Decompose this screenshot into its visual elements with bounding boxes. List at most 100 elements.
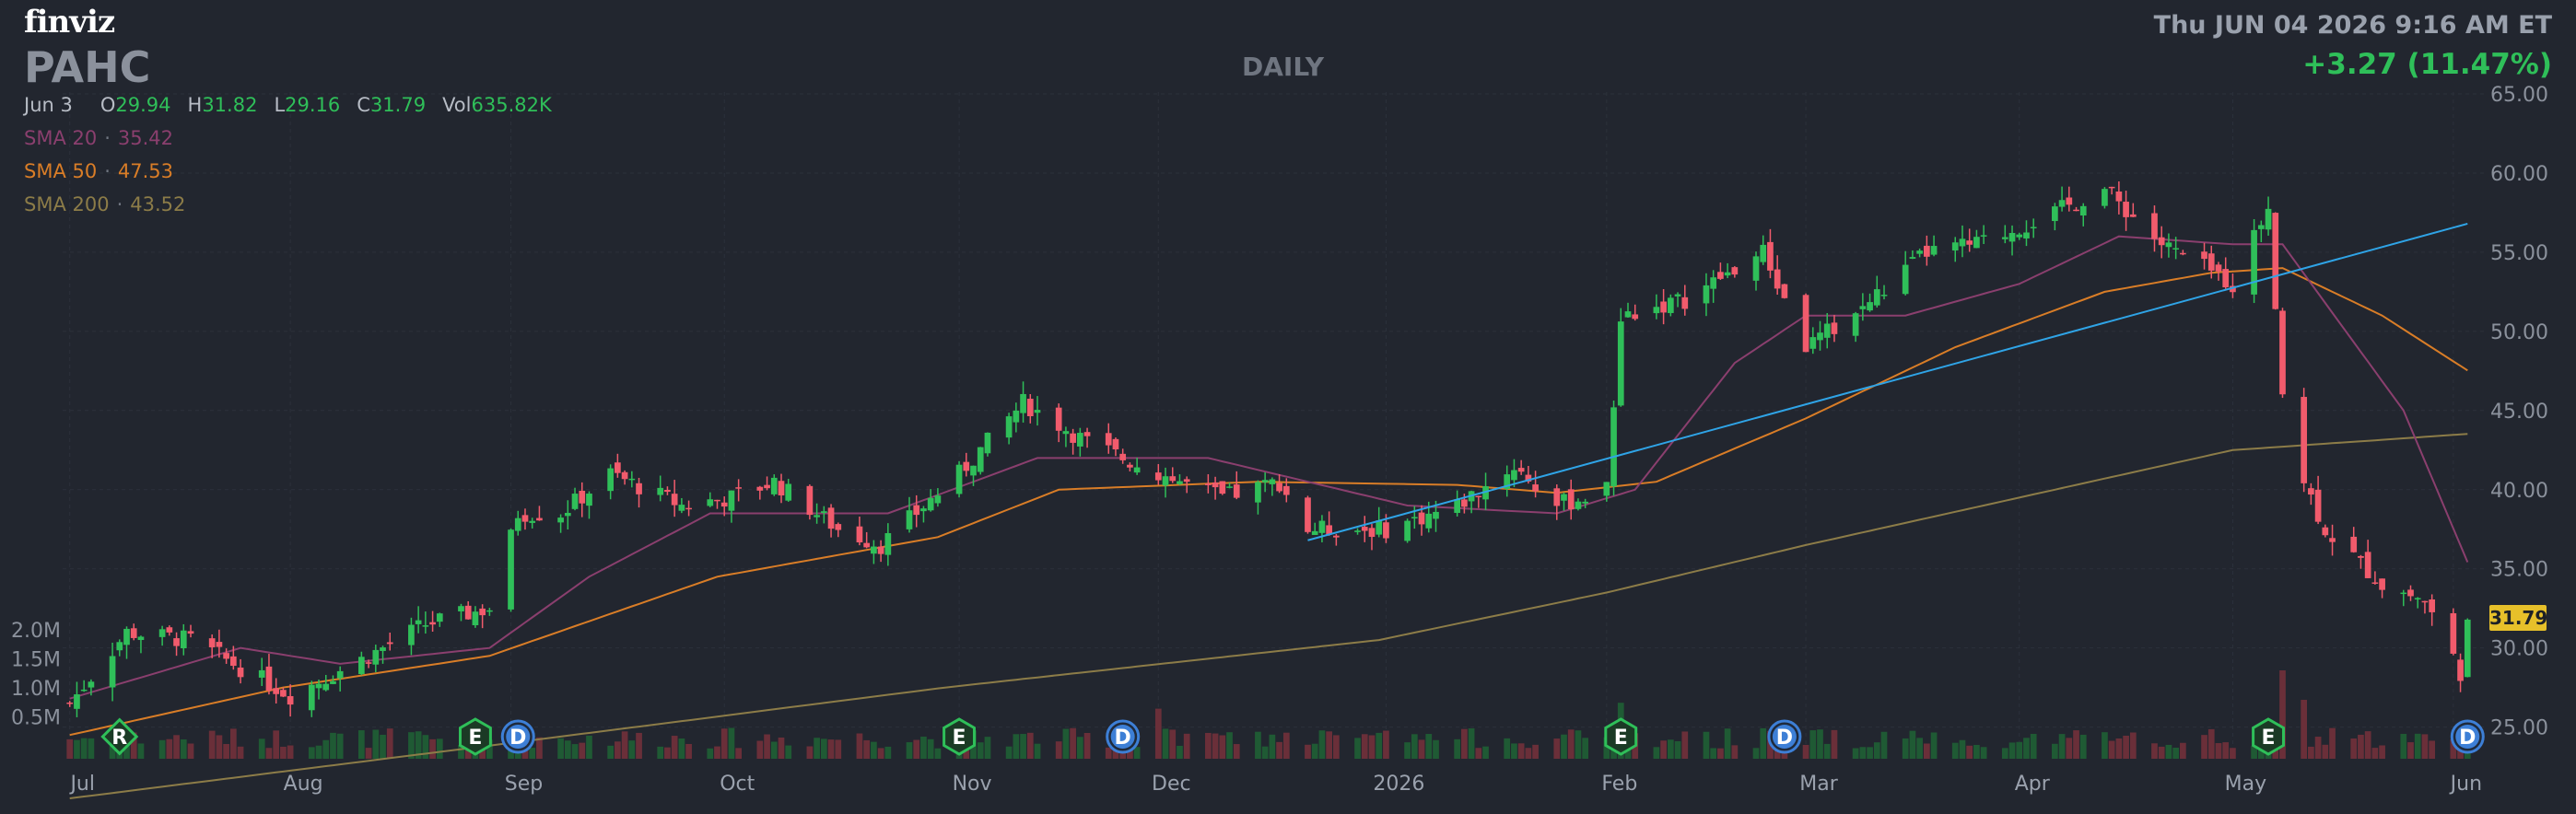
candle-body (315, 683, 322, 689)
volume-bar (764, 734, 770, 759)
volume-bar (2379, 745, 2385, 759)
volume-bar (2129, 732, 2137, 759)
candle-body (372, 649, 380, 665)
volume-bar (835, 739, 842, 759)
volume-bar (806, 746, 814, 759)
volume-bar (74, 739, 80, 759)
volume-tick-label: 1.5M (11, 649, 61, 672)
volume-bar (1752, 748, 1760, 759)
candle-body (1873, 289, 1880, 306)
dividend-marker-fill (2455, 725, 2480, 749)
candle-body (1482, 486, 1489, 500)
volume-bar (187, 743, 194, 759)
timeframe-label: DAILY (1242, 52, 1325, 82)
volume-bar (408, 732, 415, 759)
volume-bar (1951, 742, 1959, 759)
volume-bar (2350, 738, 2358, 759)
sma20-legend[interactable]: SMA 20 · 35.42 (24, 127, 174, 149)
candle-body (1973, 237, 1980, 249)
candle-body (158, 629, 166, 637)
candle-body (1361, 527, 1368, 531)
finviz-logo[interactable]: finviz (24, 4, 115, 41)
candle-body (1326, 525, 1332, 535)
candle-body (2172, 248, 2179, 250)
volume-bar (814, 738, 820, 759)
volume-bar (330, 732, 336, 759)
volume-bar (2400, 733, 2407, 759)
volume-bar (1326, 731, 1332, 759)
date-tick-label: Mar (1799, 773, 1838, 796)
candle-body (380, 647, 386, 651)
volume-bar (827, 739, 835, 759)
volume-bar (1133, 747, 1141, 759)
volume-bar (1026, 732, 1034, 759)
candle-body (1867, 302, 1873, 311)
volume-bar (1055, 741, 1062, 759)
volume-bar (1368, 735, 1376, 759)
volume-bar (785, 745, 792, 759)
volume-bar (529, 748, 536, 759)
candle-body (1219, 481, 1226, 494)
candle-body (856, 526, 863, 543)
candle-body (1261, 480, 1269, 483)
volume-bar (2115, 738, 2123, 759)
volume-bar (1859, 747, 1867, 759)
candle-body (2165, 242, 2172, 248)
candle-body (764, 484, 770, 489)
trendline-segment (1307, 222, 2468, 541)
candle-body (280, 690, 287, 697)
sma200-legend[interactable]: SMA 200 · 43.52 (24, 193, 186, 215)
dividend-marker-fill (1772, 725, 1797, 749)
candle-body (814, 515, 820, 517)
candle-body (1774, 269, 1781, 289)
volume-bar (2421, 734, 2429, 759)
price-tick-label: 45.00 (2490, 401, 2548, 424)
candle-body (123, 628, 130, 645)
candle-body (934, 495, 942, 504)
candle-body (1276, 483, 1282, 492)
candle-body (615, 462, 621, 473)
candle-body (1383, 522, 1389, 539)
trendline[interactable] (1307, 222, 2468, 541)
candle-body (871, 546, 877, 554)
volume-bar (1710, 748, 1717, 759)
volume-bar (1567, 729, 1575, 759)
candle-body (1624, 311, 1632, 318)
candle-body (529, 520, 536, 523)
sma50-line (69, 267, 2468, 737)
candle-body (1255, 482, 1261, 503)
volume-bar (2222, 742, 2230, 759)
volume-bar (1504, 738, 1511, 759)
volume-bar (820, 738, 827, 759)
volume-bar (158, 739, 166, 759)
candle-body (2129, 214, 2137, 217)
volume-bar (1916, 738, 1923, 759)
candle-body (130, 628, 137, 638)
candle-body (1809, 337, 1817, 349)
candle-body (258, 669, 265, 678)
volume-bar (1553, 738, 1561, 759)
candle-body (714, 499, 720, 502)
volume-bar (237, 746, 244, 759)
low-label: L (274, 94, 286, 116)
volume-bar (984, 737, 991, 759)
volume-bar (1418, 739, 1425, 759)
volume-bar (628, 740, 636, 759)
candle-body (835, 524, 842, 530)
volume-bar (280, 746, 287, 759)
candle-body (208, 638, 216, 647)
candle-body (365, 662, 372, 664)
candle-body (628, 478, 636, 481)
volume-bar (1667, 739, 1674, 759)
volume-bar (287, 745, 294, 759)
candle-body (1354, 530, 1361, 532)
candle-body (1610, 407, 1617, 487)
candle-body (1817, 332, 1823, 341)
candle-body (1183, 479, 1190, 483)
candle-body (1282, 485, 1290, 495)
low-value: 29.16 (285, 94, 341, 116)
candle-body (2108, 186, 2115, 189)
volume-bar (871, 741, 877, 759)
sma50-legend[interactable]: SMA 50 · 47.53 (24, 160, 174, 182)
